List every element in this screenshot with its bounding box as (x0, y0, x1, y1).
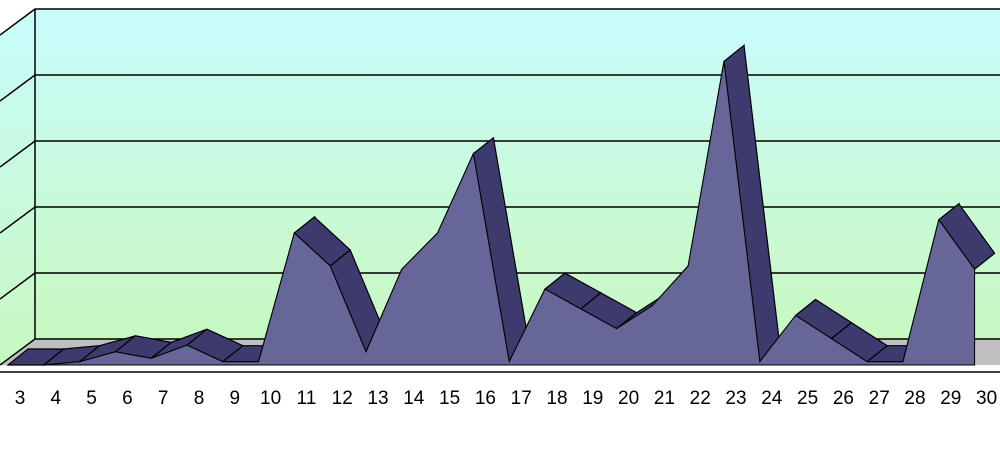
x-tick-label: 15 (439, 388, 460, 409)
x-tick-label: 16 (475, 388, 496, 409)
x-tick-label: 5 (86, 388, 97, 409)
grid-line (0, 74, 1000, 102)
x-tick-label: 8 (194, 388, 205, 409)
x-tick-label: 14 (403, 388, 425, 409)
x-tick-label: 29 (940, 388, 961, 409)
x-tick-label: 9 (230, 388, 241, 409)
x-tick-label: 25 (797, 388, 818, 409)
x-tick-label: 28 (904, 388, 925, 409)
x-tick-label: 4 (51, 388, 62, 409)
x-tick-label: 27 (869, 388, 890, 409)
x-tick-label: 6 (122, 388, 133, 409)
x-tick-label: 19 (582, 388, 603, 409)
grid-line (0, 140, 1000, 168)
x-tick-label: 17 (511, 388, 532, 409)
x-tick-label: 11 (297, 388, 317, 409)
grid-line (0, 8, 1000, 36)
grid-line (0, 272, 1000, 300)
side-wall (0, 9, 35, 365)
x-tick-label: 26 (833, 388, 854, 409)
x-tick-label: 30 (976, 388, 997, 409)
area (8, 61, 976, 366)
x-tick-label: 21 (654, 388, 675, 409)
x-tick-label: 23 (725, 388, 746, 409)
x-tick-label: 7 (158, 388, 169, 409)
grid-line (0, 206, 1000, 234)
x-tick-label: 18 (546, 388, 567, 409)
x-tick-label: 22 (690, 388, 711, 409)
x-tick-label: 3 (15, 388, 26, 409)
x-tick-label: 10 (260, 388, 281, 409)
x-tick-label: 20 (618, 388, 639, 409)
x-tick-label: 12 (332, 388, 353, 409)
x-tick-label: 24 (761, 388, 783, 409)
x-tick-label: 13 (367, 388, 388, 409)
